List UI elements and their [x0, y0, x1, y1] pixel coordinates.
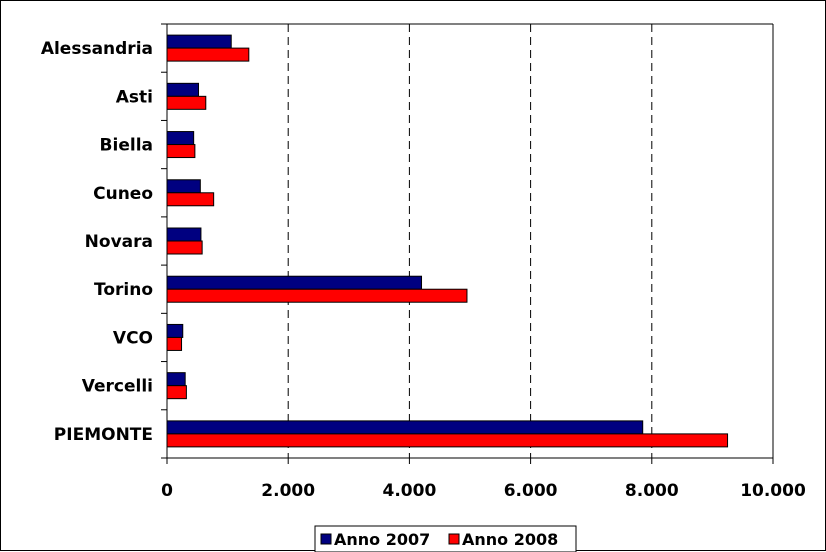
bar-anno-2008-biella [166, 144, 196, 159]
legend-label: Anno 2007 [334, 530, 430, 549]
gridlines [287, 24, 653, 458]
category-label: Novara [85, 232, 153, 252]
bar-anno-2008-novara [166, 240, 203, 255]
bar-anno-2007-piemonte [166, 420, 644, 435]
category-label: Alessandria [41, 39, 153, 59]
legend-swatch [320, 533, 332, 545]
labels: Alessandria Asti Biella Cuneo Novara Torino VC… [41, 39, 806, 501]
bar-anno-2007-cuneo [166, 179, 201, 194]
category-label: Torino [94, 280, 153, 300]
bar-anno-2008-vco [166, 336, 183, 351]
bar-anno-2008-torino [166, 288, 468, 303]
bar-anno-2007-vercelli [166, 372, 186, 387]
bar-anno-2008-alessandria [166, 47, 250, 62]
legend-label: Anno 2008 [462, 530, 558, 549]
category-label: Asti [116, 87, 153, 107]
x-tick-label: 4.000 [383, 481, 437, 501]
bars [166, 34, 729, 448]
bar-anno-2008-piemonte [166, 433, 729, 448]
category-label: VCO [113, 328, 153, 348]
bar-anno-2007-vco [166, 323, 184, 338]
x-tick-label: 6.000 [504, 481, 558, 501]
axes [161, 23, 774, 464]
category-label: Vercelli [82, 377, 153, 397]
category-label: Biella [100, 136, 153, 156]
bar-anno-2007-alessandria [166, 34, 232, 49]
plot-area [167, 23, 774, 458]
category-label: Cuneo [93, 184, 153, 204]
x-tick-label: 0 [161, 481, 173, 501]
bar-anno-2008-asti [166, 95, 207, 110]
x-tick-label: 10.000 [740, 481, 806, 501]
x-tick-label: 8.000 [625, 481, 679, 501]
legend-swatch [448, 533, 460, 545]
category-label: PIEMONTE [54, 425, 153, 445]
bar-anno-2007-novara [166, 227, 202, 242]
x-tick-label: 2.000 [261, 481, 315, 501]
bar-anno-2007-asti [166, 82, 200, 97]
legend-box [314, 525, 577, 552]
bar-anno-2008-vercelli [166, 385, 187, 400]
bar-anno-2007-torino [166, 275, 423, 290]
bar-anno-2007-biella [166, 131, 195, 146]
bar-anno-2008-cuneo [166, 192, 215, 207]
legend: Anno 2007 Anno 2008 [314, 525, 577, 552]
